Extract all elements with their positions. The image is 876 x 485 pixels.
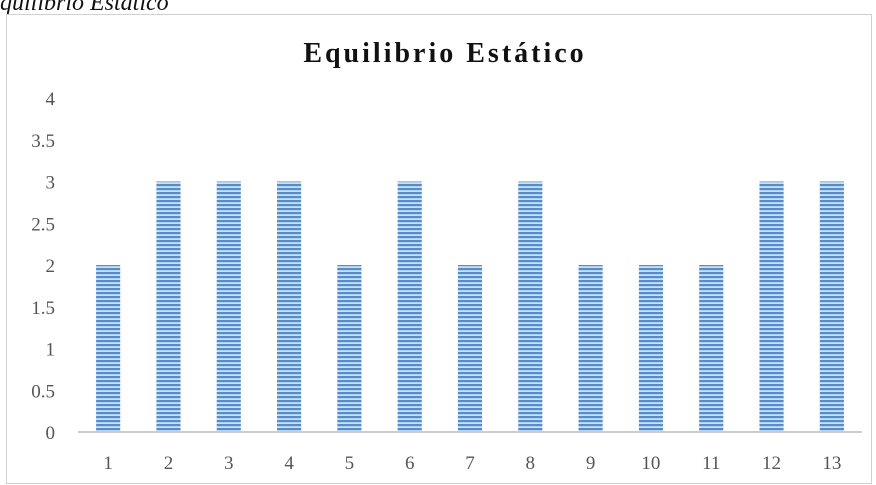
chart-frame — [6, 14, 872, 484]
bar — [638, 265, 663, 432]
y-axis-ticks: 0 0.5 1 1.5 2 2.5 3 3.5 4 — [31, 89, 55, 444]
x-tick-label: 2 — [164, 453, 174, 474]
y-tick-label: 2.5 — [31, 214, 55, 235]
y-tick-label: 3.5 — [31, 131, 55, 152]
y-tick-label: 1.5 — [31, 298, 55, 319]
x-tick-label: 9 — [586, 453, 596, 474]
bar-series — [96, 181, 844, 432]
x-tick-label: 4 — [284, 453, 294, 474]
x-tick-label: 13 — [822, 453, 841, 474]
x-tick-label: 6 — [405, 453, 415, 474]
x-tick-label: 8 — [526, 453, 536, 474]
bar — [96, 265, 121, 432]
x-tick-label: 12 — [762, 453, 781, 474]
x-tick-label: 10 — [641, 453, 660, 474]
y-tick-label: 2 — [46, 256, 56, 277]
x-tick-label: 11 — [702, 453, 720, 474]
bar — [819, 181, 844, 432]
bar — [216, 181, 241, 432]
chart-title: Equilibrio Estático — [303, 38, 586, 69]
x-tick-label: 7 — [465, 453, 475, 474]
y-tick-label: 4 — [46, 89, 56, 110]
bar — [277, 181, 302, 432]
bar — [759, 181, 784, 432]
x-axis-ticks: 1 2 3 4 5 6 7 8 9 10 11 12 13 — [103, 453, 841, 474]
y-tick-label: 0.5 — [31, 381, 55, 402]
y-tick-label: 3 — [46, 173, 56, 194]
bar — [337, 265, 362, 432]
x-tick-label: 1 — [103, 453, 113, 474]
bar — [397, 181, 422, 432]
bar — [699, 265, 724, 432]
y-tick-label: 0 — [46, 423, 56, 444]
x-tick-label: 3 — [224, 453, 234, 474]
bar — [457, 265, 483, 432]
figure-caption: quilibrio Estático — [0, 0, 169, 16]
bar — [518, 181, 543, 432]
y-tick-label: 1 — [46, 340, 56, 361]
bar — [156, 181, 181, 432]
bar — [578, 265, 603, 432]
x-tick-label: 5 — [345, 453, 355, 474]
